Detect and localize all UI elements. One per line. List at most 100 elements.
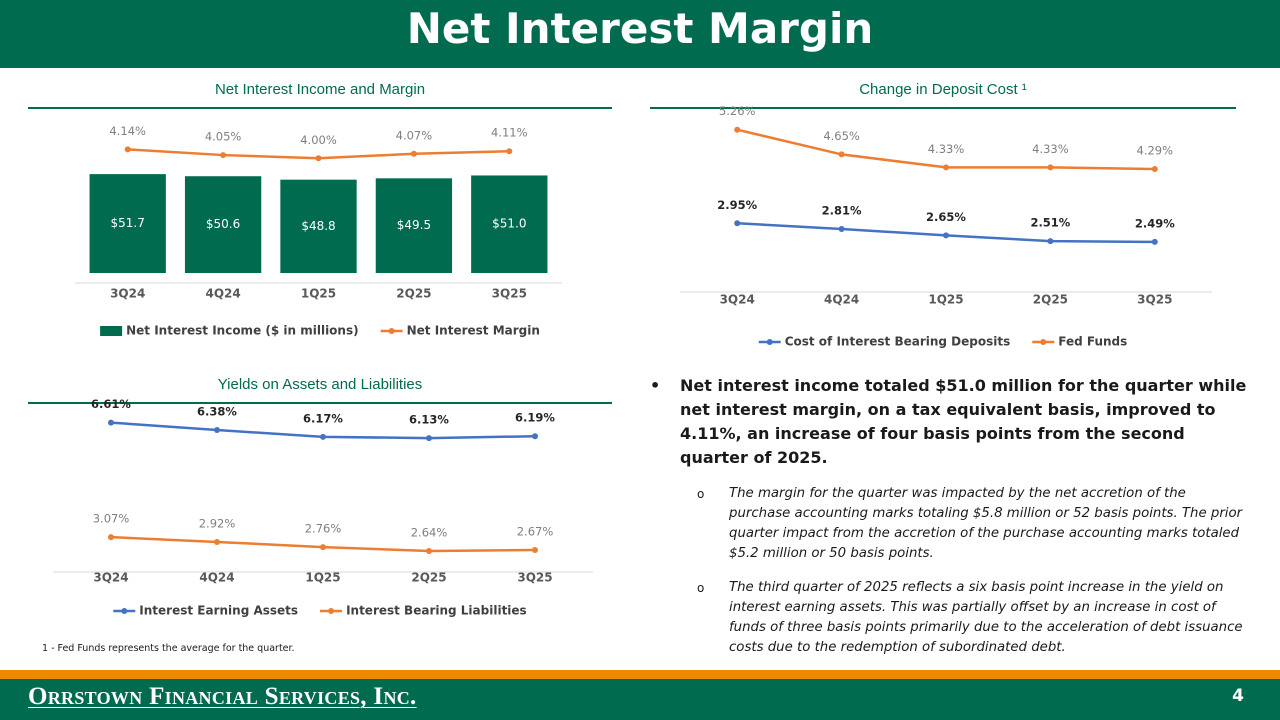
- data-label: 2.51%: [1030, 216, 1070, 230]
- data-label: 2.67%: [517, 525, 554, 539]
- data-label: 6.19%: [515, 411, 555, 425]
- sub-bullet: o The margin for the quarter was impacted…: [697, 484, 1250, 564]
- legend-swatch: [328, 608, 335, 614]
- bullet: • Net interest income totaled $51.0 milli…: [650, 374, 1250, 470]
- data-label: 6.38%: [197, 405, 237, 419]
- data-point: [426, 548, 432, 555]
- bar: [280, 179, 357, 273]
- header-band: [0, 0, 1280, 68]
- legend-label: Net Interest Income ($ in millions): [126, 324, 359, 338]
- bar: [184, 176, 262, 273]
- legend: Net Interest Income ($ in millions) Net I…: [100, 324, 540, 338]
- legend-swatch: [388, 328, 395, 334]
- legend-label: Cost of Interest Bearing Deposits: [785, 335, 1011, 349]
- page-number: 4: [1232, 686, 1244, 706]
- data-label: 4.11%: [491, 126, 528, 140]
- data-point: [1151, 166, 1158, 173]
- bar: [89, 174, 166, 273]
- data-label: $48.8: [301, 219, 335, 233]
- data-point: [410, 150, 417, 157]
- data-label: $49.5: [397, 218, 431, 232]
- data-label: 2.65%: [926, 210, 966, 224]
- data-point: [734, 126, 741, 133]
- data-point: [220, 152, 227, 159]
- x-tick-label: 3Q24: [110, 287, 145, 301]
- legend-label: Fed Funds: [1058, 335, 1127, 349]
- x-tick-label: 1Q25: [301, 287, 336, 301]
- data-label: 4.07%: [396, 128, 433, 142]
- data-label: $50.6: [206, 217, 240, 231]
- data-point: [734, 220, 741, 227]
- chart-title: Net Interest Income and Margin: [215, 81, 425, 98]
- data-point: [124, 146, 131, 153]
- x-tick-label: 1Q25: [928, 293, 963, 307]
- data-point: [838, 151, 845, 158]
- data-point: [838, 225, 845, 232]
- data-label: 2.49%: [1135, 216, 1175, 230]
- data-label: 3.07%: [93, 512, 130, 526]
- legend-swatch: [100, 326, 123, 336]
- data-point: [320, 544, 326, 551]
- data-point: [1047, 238, 1054, 245]
- data-label: 2.76%: [305, 522, 342, 536]
- data-point: [532, 547, 538, 554]
- x-tick-label: 2Q25: [411, 571, 446, 585]
- data-point: [532, 433, 538, 440]
- data-label: $51.0: [492, 217, 526, 231]
- legend-swatch: [121, 608, 128, 614]
- bullet-text: Net interest income totaled $51.0 millio…: [680, 376, 1247, 467]
- data-label: 4.05%: [205, 130, 242, 144]
- chart-title: Change in Deposit Cost ¹: [859, 81, 1027, 98]
- x-tick-label: 4Q24: [199, 571, 234, 585]
- bullets: • Net interest income totaled $51.0 milli…: [650, 374, 1250, 658]
- footer-stripe: [0, 670, 1280, 679]
- data-point: [426, 435, 432, 442]
- data-point: [943, 164, 949, 171]
- data-point: [108, 534, 114, 541]
- slide-title: Net Interest Margin: [406, 4, 874, 53]
- x-tick-label: 1Q25: [305, 571, 340, 585]
- data-point: [943, 232, 949, 239]
- bar: [375, 178, 453, 273]
- x-tick-label: 3Q24: [93, 571, 128, 585]
- x-tick-label: 3Q25: [517, 571, 552, 585]
- data-point: [506, 148, 513, 155]
- data-label: 4.14%: [109, 124, 146, 138]
- chart-title: Yields on Assets and Liabilities: [218, 376, 423, 393]
- data-point: [214, 427, 220, 434]
- footnote: 1 - Fed Funds represents the average for…: [42, 643, 295, 654]
- x-tick-label: 3Q25: [1137, 293, 1172, 307]
- data-label: 5.26%: [719, 104, 756, 118]
- company-logo: Orrstown Financial Services, Inc.: [28, 683, 417, 710]
- data-label: 4.33%: [928, 142, 965, 156]
- x-tick-label: 3Q24: [720, 293, 755, 307]
- legend: Cost of Interest Bearing Deposits Fed Fun…: [758, 335, 1127, 349]
- data-point: [315, 155, 322, 162]
- data-label: 6.17%: [303, 411, 343, 425]
- x-tick-label: 2Q25: [1033, 293, 1068, 307]
- data-label: 4.29%: [1137, 144, 1174, 158]
- sub-bullet-text: The third quarter of 2025 reflects a six…: [729, 580, 1243, 655]
- data-point: [108, 419, 114, 426]
- data-label: 4.65%: [823, 129, 860, 143]
- data-label: 6.61%: [91, 397, 131, 411]
- legend-label: Interest Bearing Liabilities: [346, 604, 527, 618]
- legend-swatch: [766, 339, 773, 345]
- data-point: [1151, 238, 1158, 245]
- data-point: [320, 433, 326, 440]
- data-label: 2.92%: [199, 516, 236, 530]
- x-tick-label: 4Q24: [824, 293, 859, 307]
- x-tick-label: 3Q25: [492, 287, 527, 301]
- legend-swatch: [1040, 339, 1047, 345]
- data-label: 2.64%: [411, 526, 448, 540]
- data-label: 2.81%: [822, 203, 862, 217]
- data-label: $51.7: [111, 216, 145, 230]
- legend-label: Net Interest Margin: [407, 324, 540, 338]
- data-point: [1047, 164, 1054, 171]
- data-label: 2.95%: [717, 198, 757, 212]
- legend-label: Interest Earning Assets: [139, 604, 298, 618]
- x-tick-label: 4Q24: [205, 287, 240, 301]
- data-label: 4.00%: [300, 133, 337, 147]
